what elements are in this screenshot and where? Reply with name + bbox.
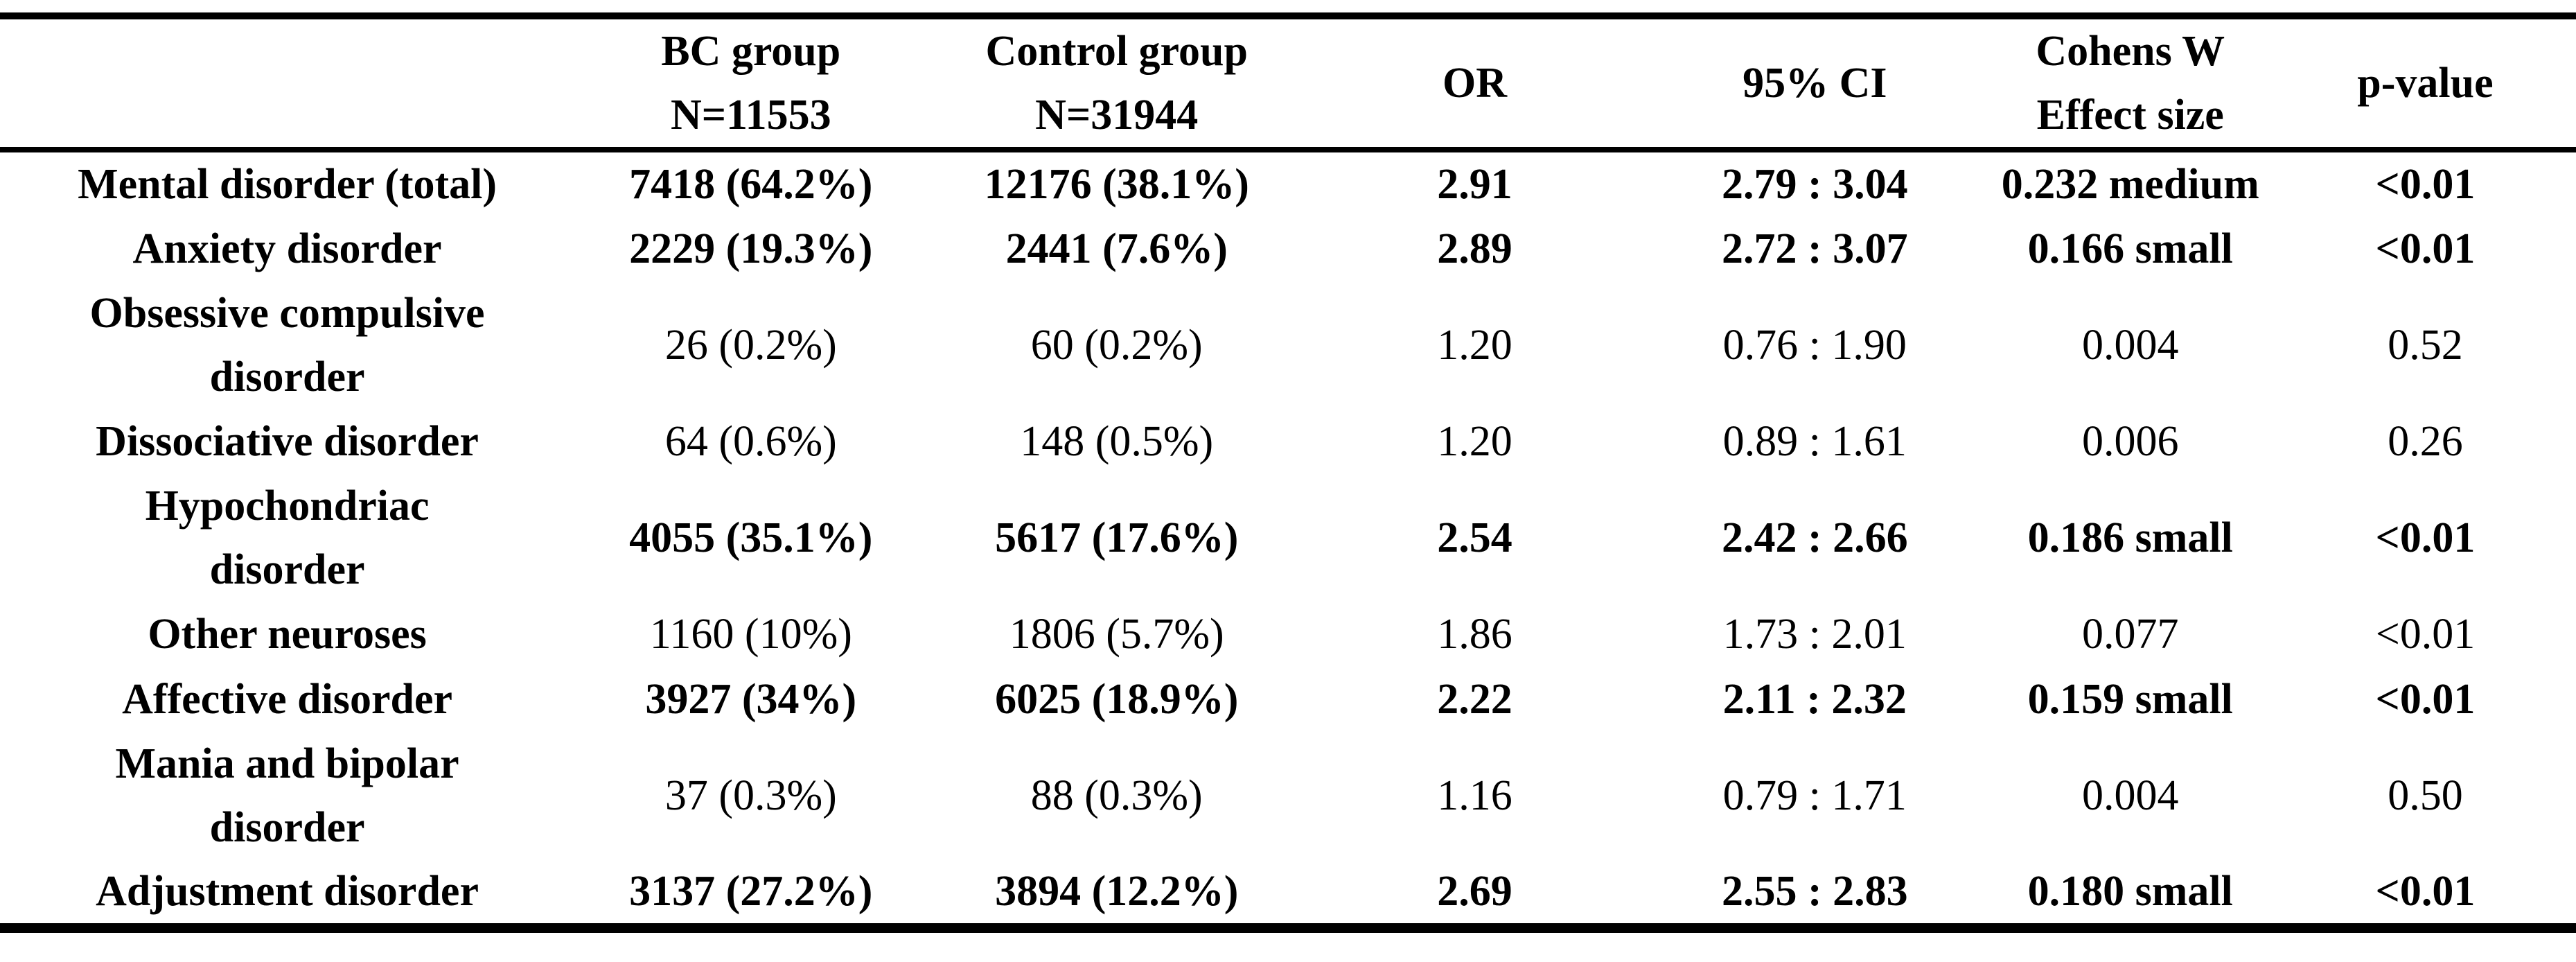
table-row: Other neuroses 1160 (10%) 1806 (5.7%) 1.…: [0, 602, 2576, 667]
row-label-cell: Dissociative disorder: [96, 418, 479, 465]
p-value-cell: <0.01: [2375, 225, 2476, 272]
control-group-cell: 3894 (12.2%): [995, 868, 1239, 915]
or-cell: 2.69: [1437, 868, 1512, 915]
ci-cell: 2.79 : 3.04: [1721, 161, 1908, 208]
row-label-cell: Obsessive compulsive disorder: [89, 290, 485, 401]
effect-size-cell: 0.180 small: [2027, 868, 2233, 915]
ci-cell: 2.11 : 2.32: [1722, 676, 1907, 723]
results-table: BC group N=11553 Control group N=31944 O…: [0, 12, 2576, 933]
header-cell-or: OR: [1443, 60, 1508, 107]
table-row: Affective disorder 3927 (34%) 6025 (18.9…: [0, 667, 2576, 732]
p-value-cell: 0.26: [2388, 418, 2463, 465]
ci-cell: 1.73 : 2.01: [1722, 611, 1907, 658]
effect-size-cell: 0.004: [2081, 322, 2179, 369]
p-value-cell: <0.01: [2375, 161, 2476, 208]
bc-group-cell: 64 (0.6%): [664, 418, 837, 465]
control-group-cell: 5617 (17.6%): [995, 514, 1239, 561]
or-cell: 2.22: [1437, 676, 1512, 723]
paper-table-page: BC group N=11553 Control group N=31944 O…: [0, 12, 2576, 962]
table-row: Anxiety disorder 2229 (19.3%) 2441 (7.6%…: [0, 216, 2576, 281]
ci-cell: 2.55 : 2.83: [1721, 868, 1908, 915]
ci-cell: 2.42 : 2.66: [1721, 514, 1908, 561]
row-label-cell: Adjustment disorder: [96, 868, 479, 915]
table-row: Mental disorder (total) 7418 (64.2%) 121…: [0, 150, 2576, 216]
header-row: BC group N=11553 Control group N=31944 O…: [0, 16, 2576, 150]
control-group-cell: 60 (0.2%): [1030, 322, 1203, 369]
ci-cell: 0.79 : 1.71: [1722, 772, 1907, 819]
header-cell-p-value: p-value: [2357, 60, 2494, 107]
table-row: Adjustment disorder 3137 (27.2%) 3894 (1…: [0, 859, 2576, 928]
p-value-cell: <0.01: [2375, 868, 2476, 915]
bc-group-cell: 2229 (19.3%): [629, 225, 873, 272]
effect-size-cell: 0.077: [2081, 611, 2179, 658]
header-cell-row-label: [0, 16, 574, 150]
effect-size-cell: 0.232 medium: [2001, 161, 2259, 208]
effect-size-cell: 0.004: [2081, 772, 2179, 819]
or-cell: 1.20: [1437, 322, 1512, 369]
header-cell-bc-group: BC group N=11553: [661, 28, 841, 139]
or-cell: 2.89: [1437, 225, 1512, 272]
control-group-cell: 6025 (18.9%): [995, 676, 1239, 723]
bc-group-cell: 1160 (10%): [649, 611, 852, 658]
or-cell: 2.91: [1437, 161, 1512, 208]
bc-group-cell: 26 (0.2%): [664, 322, 837, 369]
row-label-cell: Mania and bipolar disorder: [115, 740, 459, 851]
effect-size-cell: 0.006: [2081, 418, 2179, 465]
row-label-cell: Anxiety disorder: [132, 225, 442, 272]
row-label-cell: Other neuroses: [148, 611, 427, 658]
or-cell: 1.86: [1437, 611, 1512, 658]
control-group-cell: 2441 (7.6%): [1005, 225, 1228, 272]
table-row: Obsessive compulsive disorder 26 (0.2%) …: [0, 281, 2576, 409]
bc-group-cell: 37 (0.3%): [664, 772, 837, 819]
header-cell-95-ci: 95% CI: [1743, 60, 1887, 107]
bc-group-cell: 4055 (35.1%): [629, 514, 873, 561]
or-cell: 1.20: [1437, 418, 1512, 465]
or-cell: 1.16: [1437, 772, 1512, 819]
row-label-cell: Mental disorder (total): [78, 161, 497, 208]
effect-size-cell: 0.166 small: [2027, 225, 2233, 272]
control-group-cell: 148 (0.5%): [1020, 418, 1214, 465]
control-group-cell: 88 (0.3%): [1030, 772, 1203, 819]
bc-group-cell: 7418 (64.2%): [629, 161, 873, 208]
p-value-cell: 0.50: [2388, 772, 2463, 819]
header-cell-control-group: Control group N=31944: [985, 28, 1248, 139]
or-cell: 2.54: [1437, 514, 1512, 561]
p-value-cell: <0.01: [2375, 514, 2476, 561]
table-row: Hypochondriac disorder 4055 (35.1%) 5617…: [0, 474, 2576, 602]
ci-cell: 0.89 : 1.61: [1722, 418, 1907, 465]
table-row: Mania and bipolar disorder 37 (0.3%) 88 …: [0, 732, 2576, 859]
header-cell-effect-size: Cohens W Effect size: [2036, 28, 2225, 139]
table-body: Mental disorder (total) 7418 (64.2%) 121…: [0, 150, 2576, 928]
p-value-cell: 0.52: [2388, 322, 2463, 369]
effect-size-cell: 0.159 small: [2027, 676, 2233, 723]
row-label-cell: Hypochondriac disorder: [145, 482, 430, 593]
ci-cell: 2.72 : 3.07: [1721, 225, 1908, 272]
table-row: Dissociative disorder 64 (0.6%) 148 (0.5…: [0, 409, 2576, 474]
bc-group-cell: 3927 (34%): [645, 676, 857, 723]
effect-size-cell: 0.186 small: [2027, 514, 2233, 561]
bc-group-cell: 3137 (27.2%): [629, 868, 873, 915]
control-group-cell: 1806 (5.7%): [1009, 611, 1224, 658]
p-value-cell: <0.01: [2375, 676, 2476, 723]
p-value-cell: <0.01: [2375, 611, 2476, 658]
row-label-cell: Affective disorder: [122, 676, 452, 723]
ci-cell: 0.76 : 1.90: [1722, 322, 1907, 369]
control-group-cell: 12176 (38.1%): [984, 161, 1249, 208]
